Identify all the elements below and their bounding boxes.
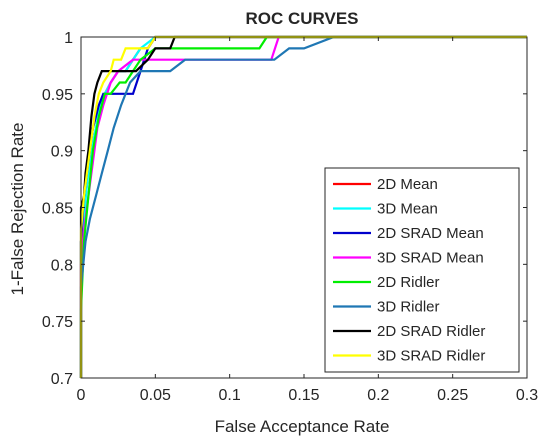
series-line-5 [79,35,527,378]
y-tick-label: 0.7 [51,371,73,388]
y-tick-label: 0.85 [42,201,73,218]
y-tick-label: 0.8 [51,257,73,274]
legend-label-8: 3D SRAD Ridler [377,348,485,365]
legend-label-7: 2D SRAD Ridler [377,323,485,340]
x-tick-label: 0.2 [367,387,389,404]
x-tick-label: 0.15 [288,387,319,404]
y-axis-label: 1-False Rejection Rate [8,123,27,296]
x-tick-label: 0.1 [219,387,241,404]
legend-label-4: 3D SRAD Mean [377,250,484,267]
legend-box [324,167,520,373]
x-axis: 0 0.05 0.1 0.15 0.2 0.25 0.3 [77,37,538,404]
x-axis-label: False Acceptance Rate [215,417,390,436]
series-line-6 [79,35,527,378]
x-tick-label: 0.05 [140,387,171,404]
legend-label-1: 2D Mean [377,176,438,193]
y-axis: 0.7 0.75 0.8 0.85 0.9 0.95 1 [42,30,527,388]
y-tick-label: 1 [64,30,73,47]
series-line-8 [79,35,527,378]
y-tick-label: 0.9 [51,144,73,161]
legend: 2D Mean 3D Mean 2D SRAD Mean 3D SRAD Mean 2D… [324,167,520,373]
legend-label-2: 3D Mean [377,201,438,218]
y-tick-label: 0.95 [42,87,73,104]
legend-label-5: 2D Ridler [377,274,440,291]
x-tick-label: 0 [77,387,86,404]
curves-group [79,35,527,378]
x-tick-label: 0.25 [437,387,468,404]
legend-label-3: 2D SRAD Mean [377,225,484,242]
chart-title: ROC CURVES [245,9,358,28]
y-tick-label: 0.75 [42,314,73,331]
legend-label-6: 3D Ridler [377,299,440,316]
x-tick-label: 0.3 [516,387,538,404]
